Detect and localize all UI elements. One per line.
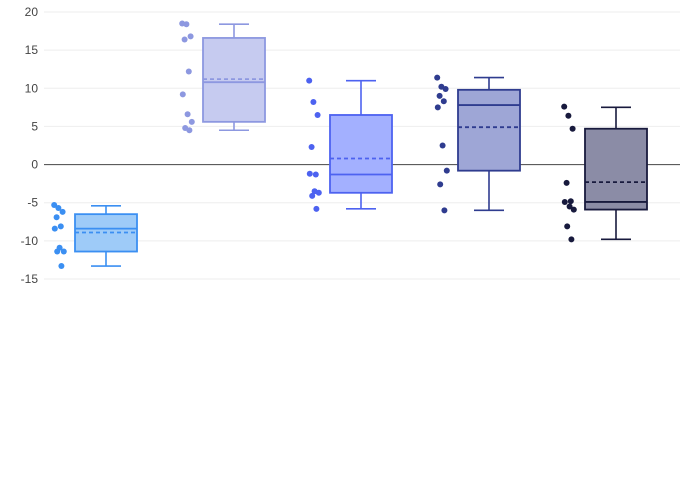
box-group	[179, 20, 266, 134]
data-point	[185, 68, 192, 75]
data-point	[60, 248, 67, 255]
data-point	[566, 203, 573, 210]
data-point	[568, 236, 575, 243]
y-tick-label: 10	[25, 81, 39, 95]
data-point	[313, 205, 320, 212]
data-point	[564, 223, 571, 230]
data-point	[306, 77, 313, 84]
data-point	[51, 225, 58, 232]
data-point	[565, 112, 572, 119]
data-point	[442, 86, 449, 93]
data-point	[310, 99, 317, 106]
data-point	[187, 33, 194, 40]
data-point	[55, 205, 62, 212]
data-point	[186, 127, 193, 134]
data-point	[434, 104, 441, 111]
box-body	[329, 114, 393, 194]
data-point	[315, 189, 322, 196]
data-point	[569, 125, 576, 132]
y-tick-label: 0	[31, 158, 38, 172]
data-point	[434, 74, 441, 81]
y-tick-label: -5	[27, 196, 38, 210]
data-point	[58, 263, 65, 270]
data-point	[561, 103, 568, 110]
data-point	[309, 192, 316, 199]
data-point	[308, 144, 315, 151]
data-point	[561, 198, 568, 205]
data-point	[57, 223, 64, 230]
data-point	[570, 206, 577, 213]
box-body	[584, 127, 648, 211]
box-group	[306, 77, 393, 212]
data-point	[441, 207, 448, 214]
data-point	[183, 21, 190, 28]
data-point	[59, 208, 66, 215]
data-point	[51, 202, 58, 209]
data-point	[181, 36, 188, 43]
y-tick-label: -10	[21, 234, 39, 248]
gridlines	[44, 11, 680, 280]
y-tick-label: 20	[25, 5, 39, 19]
box-group	[434, 74, 521, 214]
data-point	[439, 142, 446, 149]
data-point	[314, 111, 321, 118]
data-point	[312, 171, 319, 178]
box-body	[457, 88, 521, 172]
y-tick-label: 15	[25, 43, 39, 57]
data-point	[306, 170, 313, 177]
data-point	[184, 111, 191, 118]
y-axis: 20 15 10 5 0 -5 -10 -15	[21, 5, 39, 286]
box-group	[51, 202, 138, 270]
data-point	[436, 92, 443, 99]
data-point	[443, 167, 450, 174]
data-point	[567, 198, 574, 205]
data-point	[563, 179, 570, 186]
data-point	[179, 91, 186, 98]
data-point	[54, 248, 61, 255]
data-point	[437, 181, 444, 188]
data-point	[188, 118, 195, 125]
box-series	[51, 20, 648, 270]
box-group	[561, 103, 648, 243]
y-tick-label: -15	[21, 272, 39, 286]
data-point	[440, 98, 447, 105]
data-point	[53, 214, 60, 221]
y-tick-label: 5	[31, 119, 38, 133]
